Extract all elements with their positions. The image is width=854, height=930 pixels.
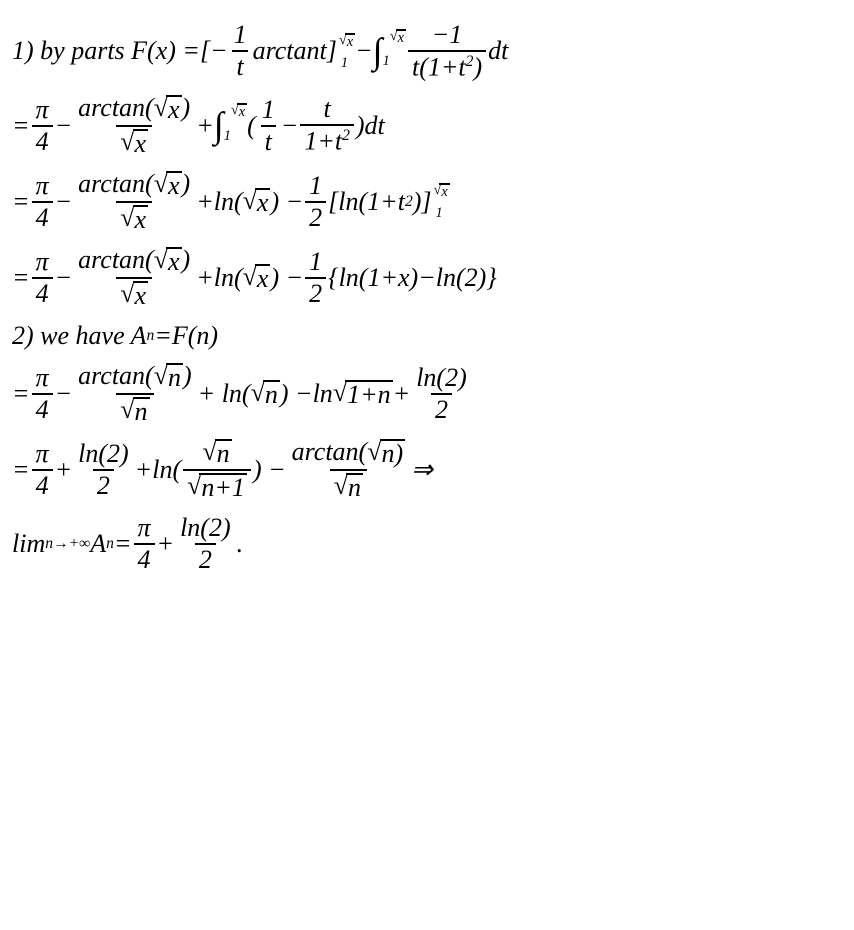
- fraction: arctan(√x) √x: [74, 171, 194, 233]
- equation-line-6: = π 4 − arctan(√n) √n + ln( √n ) −ln √1+…: [12, 363, 842, 425]
- text: 1) by parts F(x) =[−: [12, 38, 228, 64]
- fraction: π 4: [32, 97, 53, 155]
- fraction: π 4: [32, 441, 53, 499]
- fraction: 1 2: [305, 173, 326, 231]
- equation-line-2: = π 4 − arctan(√x) √x + ∫1√x ( 1 t − t 1…: [12, 95, 842, 157]
- fraction: √n √n+1: [183, 439, 251, 501]
- sqrt: √x: [243, 264, 271, 292]
- fraction: π 4: [32, 365, 53, 423]
- fraction: arctan(√x) √x: [74, 95, 194, 157]
- fraction: ln(2) 2: [412, 365, 471, 423]
- bracket-bounds: √x 1: [339, 33, 355, 70]
- fraction: ln(2) 2: [74, 441, 133, 499]
- fraction: 1 t: [230, 22, 251, 80]
- fraction: π 4: [134, 515, 155, 573]
- text: −: [355, 38, 373, 64]
- fraction: π 4: [32, 249, 53, 307]
- fraction: −1 t(1+t2): [408, 22, 486, 81]
- equation-line-7: = π 4 + ln(2) 2 +ln( √n √n+1 ) − arctan(…: [12, 439, 842, 501]
- sqrt: √x: [243, 188, 271, 216]
- fraction: ln(2) 2: [176, 515, 235, 573]
- bracket-bounds: √x 1: [434, 183, 450, 220]
- text: dt: [488, 38, 508, 64]
- fraction: π 4: [32, 173, 53, 231]
- sqrt: √1+n: [333, 380, 393, 408]
- fraction: 1 t: [258, 97, 279, 155]
- text: arctant]: [253, 38, 337, 64]
- fraction: 1 2: [305, 249, 326, 307]
- fraction: arctan(√n) √n: [288, 439, 410, 501]
- equation-line-3: = π 4 − arctan(√x) √x +ln( √x ) − 1 2 [l…: [12, 171, 842, 233]
- fraction: arctan(√n) √n: [74, 363, 196, 425]
- equation-line-8: limn→+∞ An = π 4 + ln(2) 2 .: [12, 515, 842, 573]
- equation-line-5: 2) we have An=F(n): [12, 323, 842, 349]
- fraction: t 1+t2: [300, 96, 354, 155]
- equation-line-4: = π 4 − arctan(√x) √x +ln( √x ) − 1 2 {l…: [12, 247, 842, 309]
- integral-icon: ∫: [373, 33, 383, 69]
- integral-icon: ∫: [214, 107, 224, 143]
- sqrt: √n: [251, 380, 280, 408]
- fraction: arctan(√x) √x: [74, 247, 194, 309]
- equation-line-1: 1) by parts F(x) =[− 1 t arctant] √x 1 −…: [12, 22, 842, 81]
